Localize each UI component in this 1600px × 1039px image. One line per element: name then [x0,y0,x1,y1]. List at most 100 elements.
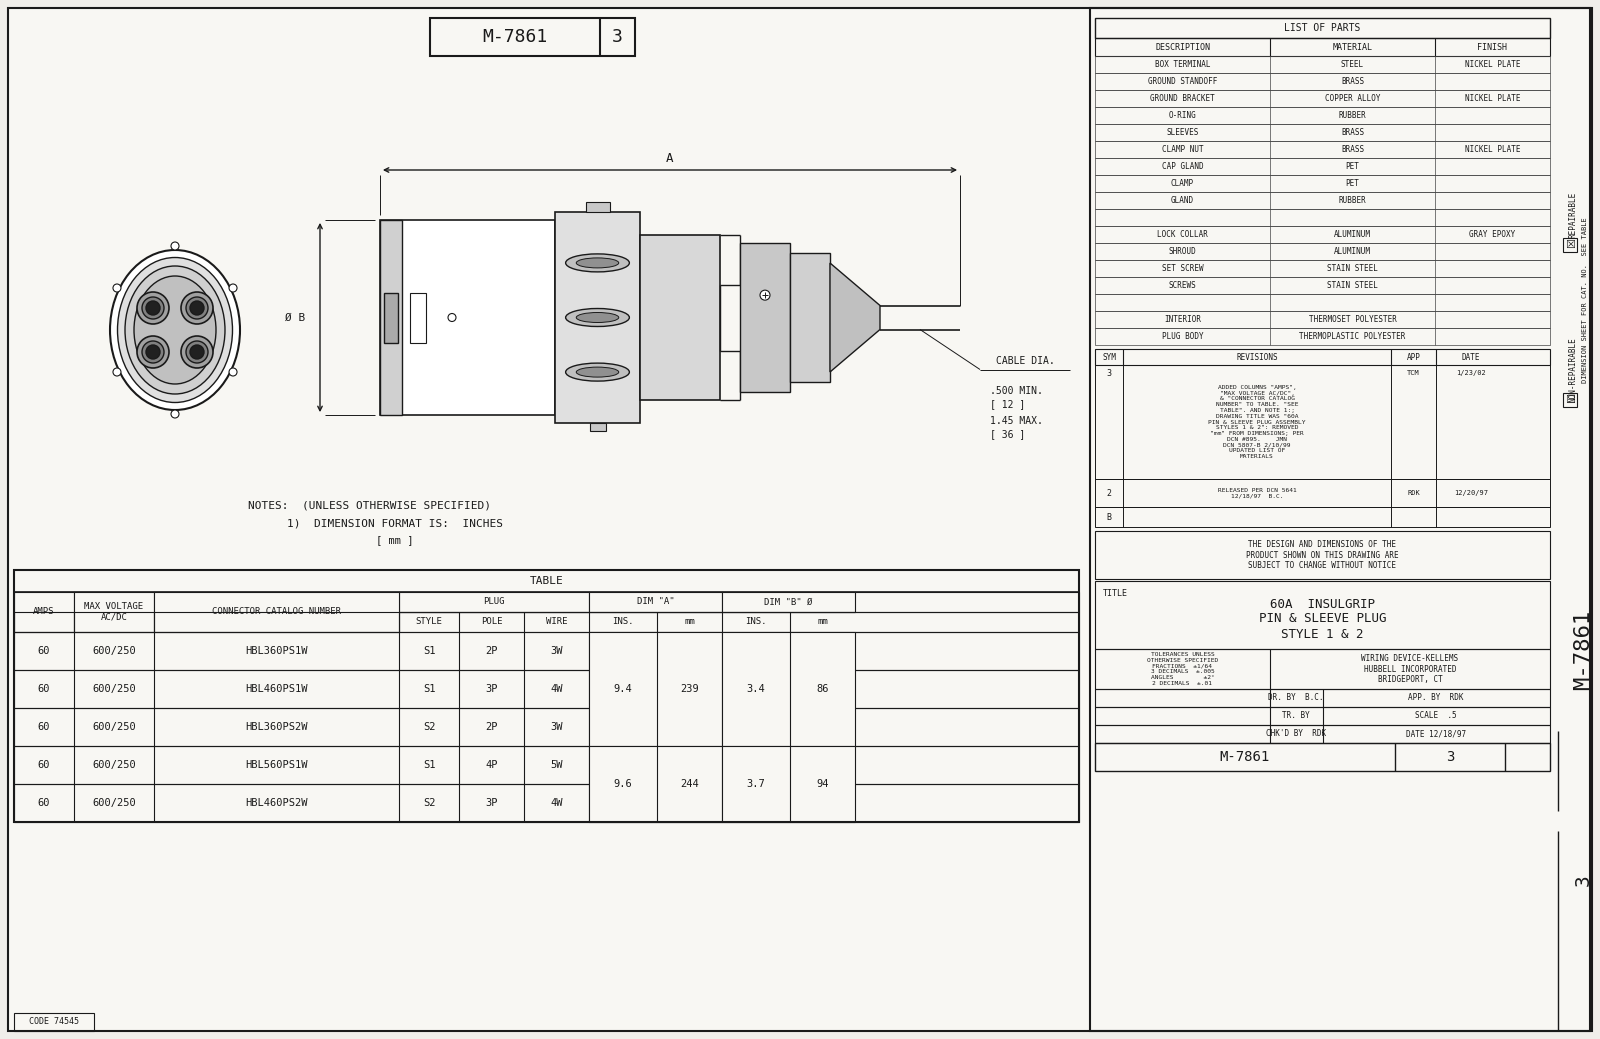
Text: TR. BY: TR. BY [1282,712,1310,720]
Bar [1094,507,1550,527]
Text: CLAMP: CLAMP [1171,179,1194,188]
Text: 94: 94 [816,779,829,789]
Text: CHK'D BY  RDK: CHK'D BY RDK [1266,729,1326,739]
Text: SHROUD: SHROUD [1168,247,1197,256]
Text: SCALE  .5: SCALE .5 [1416,712,1458,720]
Text: M-7861: M-7861 [1573,610,1594,690]
Text: .500 MIN.: .500 MIN. [990,387,1043,397]
Bar [555,212,640,423]
Bar [1094,349,1550,365]
Text: CODE 74545: CODE 74545 [29,1017,78,1027]
Bar [722,632,854,746]
Text: NON-REPAIRABLE: NON-REPAIRABLE [1568,338,1578,402]
Text: ADDED COLUMNS "AMPS",
"MAX VOLTAGE AC/DC",
& "CONNECTOR CATALOG
NUMBER" TO TABLE: ADDED COLUMNS "AMPS", "MAX VOLTAGE AC/DC… [1208,384,1306,459]
Text: S1: S1 [422,646,435,656]
Text: WIRE: WIRE [546,617,568,627]
Bar [1094,175,1550,192]
Text: S1: S1 [422,684,435,694]
Text: PLUG: PLUG [483,597,504,607]
Text: CAP GLAND: CAP GLAND [1162,162,1203,171]
Text: HBL360PS1W: HBL360PS1W [245,646,307,656]
Text: SCREWS: SCREWS [1168,281,1197,290]
Bar [1094,294,1550,311]
Text: DR. BY  B.C.: DR. BY B.C. [1269,693,1325,702]
Text: LOCK COLLAR: LOCK COLLAR [1157,230,1208,239]
Text: [ 12 ]: [ 12 ] [990,400,1026,409]
Text: 3.7: 3.7 [747,779,765,789]
Text: APP: APP [1406,352,1421,362]
Text: RDK: RDK [1406,490,1419,496]
Bar [1094,531,1550,579]
Text: DATE 12/18/97: DATE 12/18/97 [1406,729,1466,739]
Bar [1094,124,1550,141]
Circle shape [186,297,208,319]
Text: 3.4: 3.4 [747,684,765,694]
Text: 4W: 4W [550,798,563,808]
Bar [1094,56,1550,73]
Bar [381,220,402,415]
Text: DIM "A": DIM "A" [637,597,674,607]
Circle shape [229,368,237,376]
Text: TITLE: TITLE [1102,589,1128,598]
Text: 3P: 3P [485,684,498,694]
Text: BRASS: BRASS [1341,77,1365,86]
Text: [ mm ]: [ mm ] [376,535,414,545]
Text: mm: mm [685,617,694,627]
Bar [1094,90,1550,107]
Text: BRASS: BRASS [1341,128,1365,137]
Text: CLAMP NUT: CLAMP NUT [1162,145,1203,154]
Text: 2P: 2P [485,722,498,732]
Ellipse shape [117,258,232,402]
Text: TCM: TCM [1406,370,1419,376]
Text: S1: S1 [422,760,435,770]
Circle shape [448,314,456,321]
Bar [1094,311,1550,328]
Bar [14,1013,94,1031]
Text: 60: 60 [38,798,50,808]
Text: 3: 3 [1446,750,1454,764]
Bar [1094,277,1550,294]
Bar [1094,141,1550,158]
Text: 60: 60 [38,684,50,694]
Text: PET: PET [1346,179,1360,188]
Bar [1563,238,1578,252]
Bar [1094,365,1550,479]
Text: PET: PET [1346,162,1360,171]
Circle shape [146,345,160,359]
Circle shape [138,336,170,368]
Text: 9.4: 9.4 [614,684,632,694]
Bar [1094,328,1550,345]
Ellipse shape [576,313,619,322]
Bar [1090,8,1590,1031]
Bar [586,202,610,212]
Text: 3: 3 [1107,369,1112,377]
Text: GRAY EPOXY: GRAY EPOXY [1469,230,1515,239]
Ellipse shape [110,250,240,410]
Text: LIST OF PARTS: LIST OF PARTS [1285,23,1360,33]
Text: GROUND BRACKET: GROUND BRACKET [1150,94,1214,103]
Ellipse shape [125,266,226,394]
Text: S2: S2 [422,722,435,732]
Circle shape [138,292,170,324]
Polygon shape [830,263,880,372]
Bar [1094,38,1550,56]
Text: INS.: INS. [613,617,634,627]
Text: THERMOPLASTIC POLYESTER: THERMOPLASTIC POLYESTER [1299,332,1406,341]
Bar [14,592,74,632]
Text: 1.45 MAX.: 1.45 MAX. [990,417,1043,426]
Text: O-RING: O-RING [1168,111,1197,119]
Text: ALUMINUM: ALUMINUM [1334,247,1371,256]
Text: 60: 60 [38,722,50,732]
Text: FINISH: FINISH [1477,43,1507,52]
Text: INTERIOR: INTERIOR [1165,315,1202,324]
Bar [14,632,1078,670]
Text: PLUG BODY: PLUG BODY [1162,332,1203,341]
Bar [589,423,605,431]
Text: SLEEVES: SLEEVES [1166,128,1198,137]
Text: B: B [1107,512,1112,522]
Bar [14,592,1078,612]
Bar [1094,209,1550,227]
Text: M-7861: M-7861 [482,28,547,46]
Text: 600/250: 600/250 [93,684,136,694]
Bar [589,746,722,822]
